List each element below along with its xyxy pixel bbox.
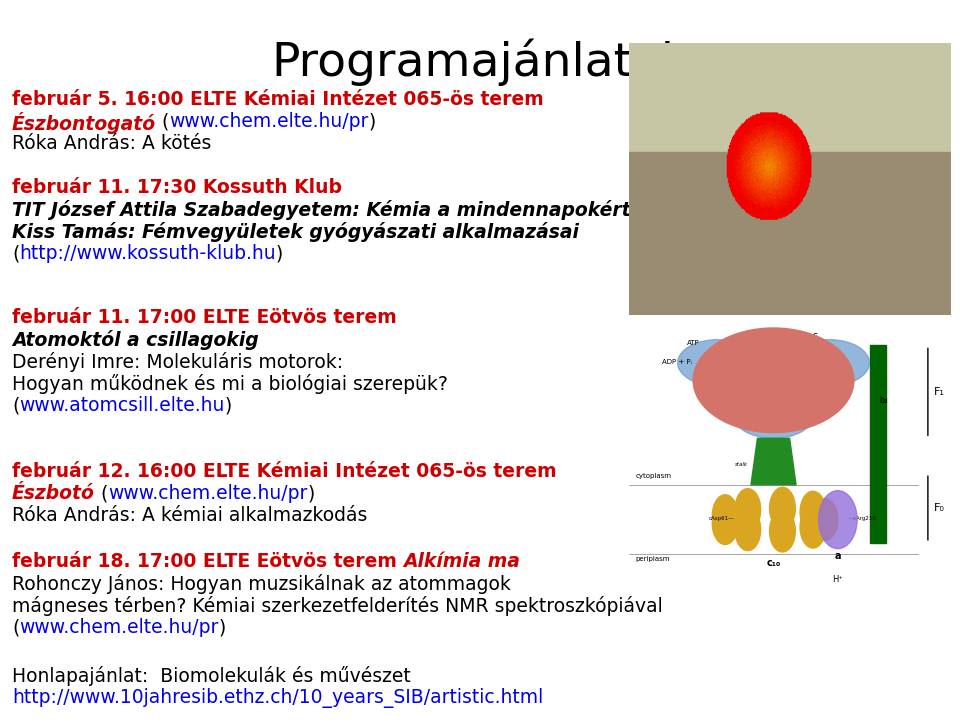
Text: Észbontogató: Észbontogató <box>12 112 156 134</box>
Ellipse shape <box>800 506 826 548</box>
Text: (: ( <box>12 396 19 415</box>
Text: Róka András: A kémiai alkalmazkodás: Róka András: A kémiai alkalmazkodás <box>12 506 368 525</box>
Text: ATP: ATP <box>686 340 700 346</box>
Text: —aArg210: —aArg210 <box>848 515 876 521</box>
Text: Alkímia ma: Alkímia ma <box>403 552 520 571</box>
Ellipse shape <box>819 491 857 549</box>
Text: február 12. 16:00 ELTE Kémiai Intézet 065-ös terem: február 12. 16:00 ELTE Kémiai Intézet 06… <box>12 462 557 481</box>
Text: ): ) <box>225 396 232 415</box>
Text: Honlapajánlat:  Biomolekulák és művészet: Honlapajánlat: Biomolekulák és művészet <box>12 666 411 686</box>
Text: b₂: b₂ <box>879 397 888 405</box>
Text: február 5. 16:00 ELTE Kémiai Intézet 065-ös terem: február 5. 16:00 ELTE Kémiai Intézet 065… <box>12 90 543 109</box>
Text: ): ) <box>369 112 376 131</box>
Text: ): ) <box>276 244 283 263</box>
Text: ): ) <box>307 484 315 503</box>
Text: ADP + Pᵢ: ADP + Pᵢ <box>662 359 692 365</box>
Ellipse shape <box>678 340 758 386</box>
Polygon shape <box>751 438 796 485</box>
Text: február 11. 17:30 Kossuth Klub: február 11. 17:30 Kossuth Klub <box>12 178 342 197</box>
Text: a: a <box>834 551 841 561</box>
Text: Kiss Tamás: Fémvegyületek gyógyászati alkalmazásai: Kiss Tamás: Fémvegyületek gyógyászati al… <box>12 222 579 242</box>
Ellipse shape <box>735 509 760 550</box>
Text: Programajánlatok: Programajánlatok <box>272 38 688 85</box>
Ellipse shape <box>693 328 854 432</box>
Text: http://www.kossuth-klub.hu: http://www.kossuth-klub.hu <box>19 244 276 263</box>
Text: F₁: F₁ <box>934 387 946 397</box>
Text: Hogyan működnek és mi a biológiai szerepük?: Hogyan működnek és mi a biológiai szerep… <box>12 374 448 394</box>
Text: mágneses térben? Kémiai szerkezetfelderítés NMR spektroszkópiával: mágneses térben? Kémiai szerkezetfelderí… <box>12 596 662 616</box>
Text: ): ) <box>219 618 226 637</box>
Text: (: ( <box>95 484 108 503</box>
Text: www.chem.elte.hu/pr: www.chem.elte.hu/pr <box>108 484 307 503</box>
Text: Róka András: A kötés: Róka András: A kötés <box>12 134 211 153</box>
Ellipse shape <box>733 392 814 438</box>
Text: http://www.10jahresib.ethz.ch/10_years_SIB/artistic.html: http://www.10jahresib.ethz.ch/10_years_S… <box>12 688 543 708</box>
Text: (: ( <box>156 112 170 131</box>
Text: www.chem.elte.hu/pr: www.chem.elte.hu/pr <box>19 618 219 637</box>
Polygon shape <box>870 345 886 543</box>
Ellipse shape <box>770 510 795 552</box>
Ellipse shape <box>735 489 760 531</box>
Text: TIT József Attila Szabadegyetem: Kémia a mindennapokért: TIT József Attila Szabadegyetem: Kémia a… <box>12 200 631 220</box>
Ellipse shape <box>800 492 826 533</box>
Ellipse shape <box>712 502 738 544</box>
Text: február 18. 17:00 ELTE Eötvös terem: február 18. 17:00 ELTE Eötvös terem <box>12 552 403 571</box>
Text: Rohonczy János: Hogyan muzsikálnak az atommagok: Rohonczy János: Hogyan muzsikálnak az at… <box>12 574 511 594</box>
Text: α: α <box>760 337 767 348</box>
Text: periplasm: periplasm <box>636 557 670 563</box>
Text: β: β <box>770 372 777 382</box>
Text: H⁺: H⁺ <box>832 576 843 584</box>
Text: F₀: F₀ <box>934 503 946 513</box>
Ellipse shape <box>712 494 738 536</box>
Text: cAsp61—: cAsp61— <box>709 515 734 521</box>
Text: www.atomcsill.elte.hu: www.atomcsill.elte.hu <box>19 396 225 415</box>
Text: c₁₀: c₁₀ <box>766 558 780 568</box>
Text: (: ( <box>12 244 19 263</box>
Text: február 11. 17:00 ELTE Eötvös terem: február 11. 17:00 ELTE Eötvös terem <box>12 308 396 327</box>
Ellipse shape <box>770 487 795 529</box>
Text: Észbotó: Észbotó <box>12 484 95 503</box>
Text: δ: δ <box>812 333 818 342</box>
Text: Atomoktól a csillagokig: Atomoktól a csillagokig <box>12 330 258 350</box>
Text: cytoplasm: cytoplasm <box>636 473 671 479</box>
Ellipse shape <box>789 340 870 386</box>
Text: (: ( <box>12 618 19 637</box>
Text: stalk: stalk <box>735 462 748 467</box>
Ellipse shape <box>812 499 838 541</box>
Text: Derényi Imre: Molekuláris motorok:: Derényi Imre: Molekuláris motorok: <box>12 352 343 372</box>
Text: www.chem.elte.hu/pr: www.chem.elte.hu/pr <box>170 112 369 131</box>
